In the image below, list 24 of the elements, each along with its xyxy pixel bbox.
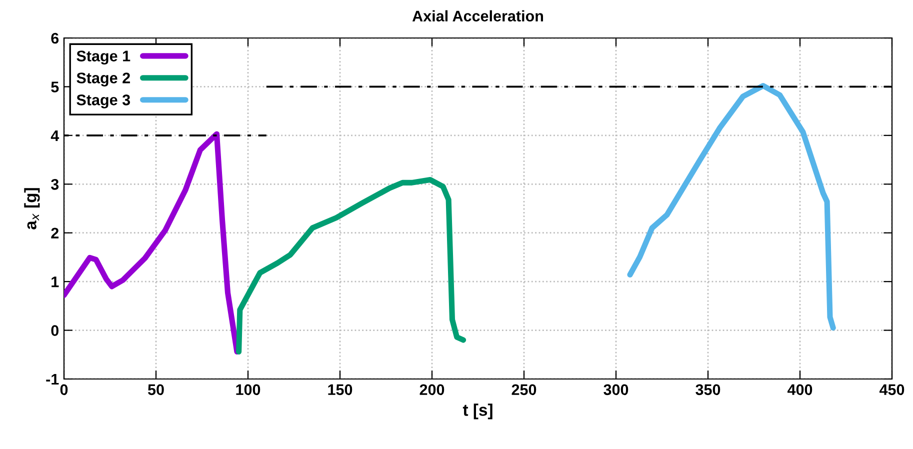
- x-tick-label: 300: [604, 384, 628, 396]
- y-tick-label: 3: [50, 179, 59, 190]
- x-tick-label: 450: [879, 384, 904, 396]
- y-tick-label: 5: [51, 82, 59, 92]
- x-tick-label: 150: [328, 384, 352, 396]
- legend-label: Stage 1: [76, 50, 130, 65]
- y-tick-label: 6: [51, 32, 59, 44]
- x-tick-label: 100: [236, 384, 260, 396]
- chart-title: Axial Acceleration: [412, 10, 544, 22]
- legend-label: Stage 3: [76, 94, 130, 108]
- legend-label: Stage 2: [76, 72, 130, 86]
- y-tick-label: 4: [50, 130, 60, 141]
- y-tick-label: 1: [52, 276, 59, 288]
- x-tick-label: 200: [420, 384, 444, 396]
- x-tick-label: 400: [787, 384, 812, 396]
- y-axis-title: a$_{x}$ [g]: [24, 188, 40, 230]
- y-tick-label: 2: [51, 228, 59, 238]
- x-tick-label: 250: [512, 384, 536, 396]
- x-tick-label: 0: [60, 384, 68, 396]
- x-axis-title: t [s]: [462, 404, 492, 420]
- y-tick-label: -1: [46, 374, 59, 385]
- y-tick-label: 0: [51, 325, 59, 336]
- x-tick-label: 50: [148, 384, 164, 396]
- x-tick-label: 350: [696, 384, 720, 396]
